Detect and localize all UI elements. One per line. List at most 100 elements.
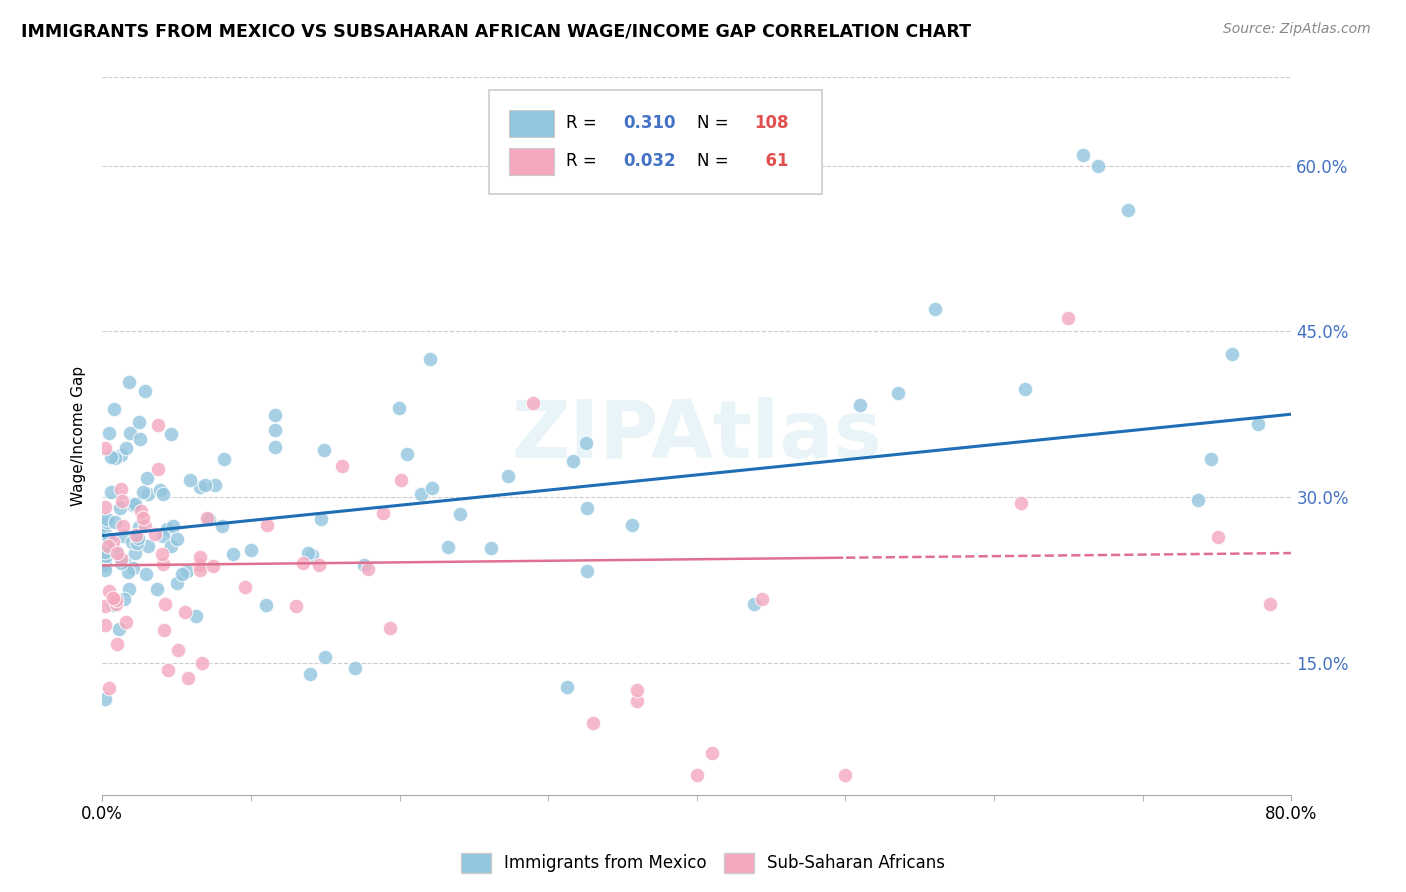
- FancyBboxPatch shape: [509, 148, 554, 175]
- Text: ZIPAtlas: ZIPAtlas: [512, 397, 882, 475]
- Point: [118, 375, 141, 389]
- Point: [121, 534, 143, 549]
- Point: [97, 540, 120, 554]
- Point: [105, 544, 128, 558]
- Point: [110, 448, 132, 462]
- Point: [127, 531, 149, 545]
- Point: [187, 558, 209, 572]
- Point: [129, 504, 152, 518]
- Point: [849, 398, 872, 412]
- Point: [105, 597, 128, 611]
- Point: [103, 402, 125, 417]
- Point: [110, 556, 132, 570]
- Point: [312, 443, 335, 458]
- Point: [522, 396, 544, 410]
- Point: [96, 512, 118, 526]
- Point: [152, 529, 174, 543]
- Text: N =: N =: [697, 114, 734, 132]
- Point: [1258, 597, 1281, 611]
- Point: [98, 532, 121, 546]
- Point: [256, 517, 278, 532]
- Point: [202, 559, 225, 574]
- Point: [136, 539, 159, 553]
- Point: [314, 650, 336, 665]
- Point: [124, 497, 146, 511]
- Point: [254, 598, 277, 612]
- Point: [496, 468, 519, 483]
- Point: [98, 583, 121, 598]
- Point: [118, 425, 141, 440]
- Text: 0.032: 0.032: [623, 153, 676, 170]
- Point: [343, 661, 366, 675]
- Point: [299, 666, 322, 681]
- Point: [1220, 347, 1243, 361]
- Point: [561, 454, 583, 468]
- Point: [128, 520, 150, 534]
- Point: [132, 510, 155, 524]
- Point: [110, 501, 132, 516]
- Point: [100, 450, 122, 464]
- Point: [1073, 147, 1095, 161]
- Point: [291, 557, 314, 571]
- Point: [924, 302, 946, 317]
- Point: [112, 529, 135, 543]
- Point: [112, 519, 135, 533]
- Point: [621, 517, 644, 532]
- Point: [188, 480, 211, 494]
- Point: [112, 552, 135, 566]
- Point: [419, 352, 441, 367]
- Point: [188, 563, 211, 577]
- Point: [239, 542, 262, 557]
- Point: [115, 615, 138, 629]
- Point: [388, 401, 411, 415]
- Point: [195, 511, 218, 525]
- Point: [104, 515, 127, 529]
- Point: [194, 478, 217, 492]
- Point: [1087, 159, 1109, 173]
- Point: [422, 481, 444, 495]
- Point: [626, 683, 648, 698]
- Point: [395, 447, 418, 461]
- Point: [1206, 530, 1229, 544]
- Point: [173, 605, 195, 619]
- FancyBboxPatch shape: [489, 89, 821, 194]
- Point: [576, 564, 599, 578]
- Point: [117, 565, 139, 579]
- Point: [222, 548, 245, 562]
- Point: [191, 657, 214, 671]
- Point: [94, 563, 117, 577]
- Point: [94, 545, 117, 559]
- Legend: Immigrants from Mexico, Sub-Saharan Africans: Immigrants from Mexico, Sub-Saharan Afri…: [454, 847, 952, 880]
- Text: R =: R =: [567, 153, 602, 170]
- Point: [94, 617, 117, 632]
- Point: [105, 546, 128, 560]
- Point: [118, 582, 141, 596]
- Point: [233, 580, 256, 594]
- Point: [127, 527, 149, 541]
- Point: [153, 623, 176, 637]
- Point: [353, 558, 375, 572]
- Point: [479, 541, 502, 555]
- Text: 61: 61: [754, 153, 789, 170]
- Y-axis label: Wage/Income Gap: Wage/Income Gap: [72, 367, 86, 507]
- Point: [94, 527, 117, 541]
- Text: IMMIGRANTS FROM MEXICO VS SUBSAHARAN AFRICAN WAGE/INCOME GAP CORRELATION CHART: IMMIGRANTS FROM MEXICO VS SUBSAHARAN AFR…: [21, 22, 972, 40]
- Point: [146, 417, 169, 432]
- Point: [263, 408, 285, 422]
- Point: [146, 582, 169, 597]
- Point: [129, 432, 152, 446]
- Point: [105, 592, 128, 607]
- Point: [152, 557, 174, 571]
- Point: [156, 663, 179, 677]
- Point: [176, 564, 198, 578]
- Text: R =: R =: [567, 114, 602, 132]
- Point: [135, 567, 157, 582]
- Point: [1116, 202, 1139, 217]
- Point: [167, 642, 190, 657]
- Point: [124, 546, 146, 560]
- Point: [134, 384, 156, 398]
- Point: [371, 506, 394, 520]
- Point: [94, 558, 117, 572]
- Point: [152, 487, 174, 501]
- Point: [94, 692, 117, 706]
